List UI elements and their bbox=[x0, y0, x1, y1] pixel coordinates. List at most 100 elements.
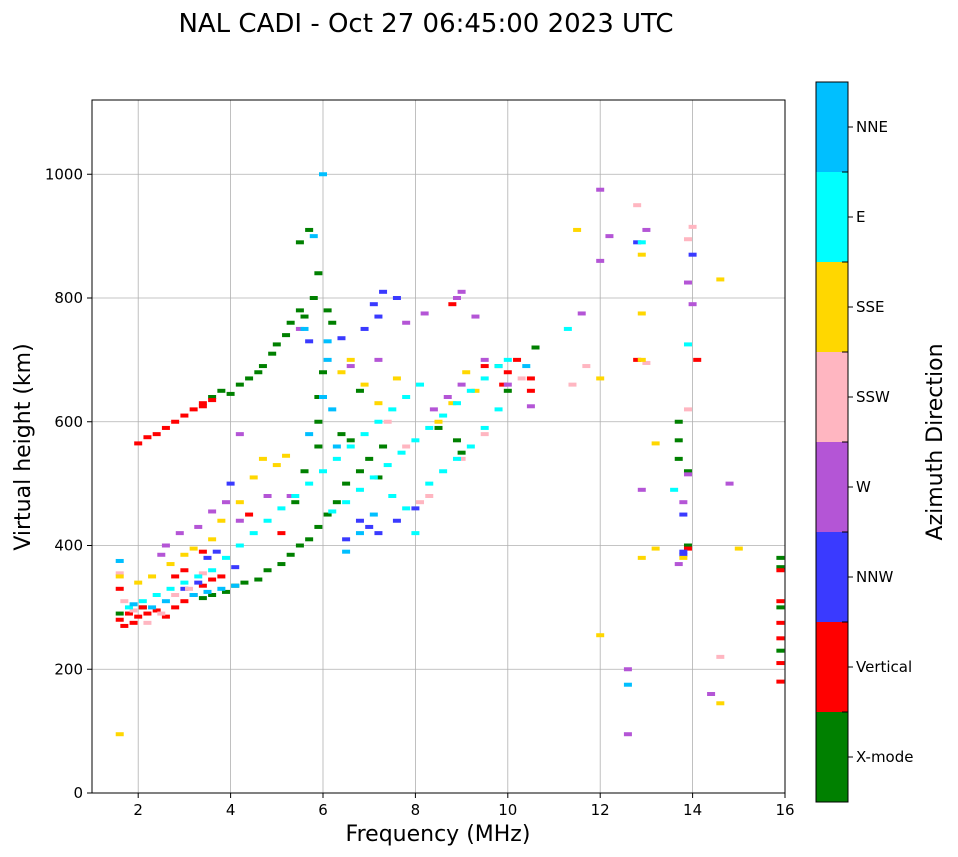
data-point bbox=[568, 382, 577, 387]
data-point bbox=[355, 388, 364, 393]
data-point bbox=[323, 512, 332, 517]
data-point bbox=[674, 456, 683, 461]
data-point bbox=[291, 494, 300, 498]
data-point bbox=[379, 444, 388, 449]
x-axis-label: Frequency (MHz) bbox=[346, 822, 531, 847]
data-point bbox=[277, 562, 286, 567]
data-point bbox=[342, 481, 351, 486]
data-point bbox=[305, 481, 314, 486]
data-point bbox=[115, 586, 124, 591]
data-point bbox=[457, 450, 466, 455]
data-point bbox=[425, 481, 434, 486]
data-point bbox=[776, 555, 785, 560]
y-tick-label: 1000 bbox=[45, 165, 83, 183]
data-point bbox=[503, 382, 512, 387]
data-point bbox=[337, 336, 346, 341]
series-nne bbox=[115, 172, 632, 687]
data-point bbox=[674, 438, 683, 443]
data-point bbox=[194, 524, 203, 529]
data-point bbox=[258, 456, 267, 461]
x-tick-label: 14 bbox=[683, 801, 702, 819]
data-point bbox=[596, 258, 605, 263]
data-point bbox=[623, 682, 632, 687]
data-point bbox=[332, 456, 341, 461]
colorbar-swatch bbox=[816, 82, 848, 172]
colorbar: X-mode Vertical NNW W SSW SSE E NNE bbox=[815, 81, 913, 803]
data-point bbox=[129, 608, 138, 613]
data-point bbox=[254, 577, 263, 582]
data-point bbox=[300, 326, 309, 331]
data-point bbox=[328, 407, 337, 412]
data-point bbox=[651, 441, 660, 446]
data-point bbox=[494, 364, 503, 369]
data-point bbox=[134, 441, 143, 446]
data-point bbox=[282, 453, 291, 458]
colorbar-tick-label: NNE bbox=[856, 118, 888, 136]
data-point bbox=[249, 475, 258, 480]
data-point bbox=[392, 376, 401, 381]
data-point bbox=[328, 320, 337, 325]
data-point bbox=[577, 311, 586, 316]
data-point bbox=[642, 360, 651, 365]
data-point bbox=[637, 252, 646, 257]
colorbar-tick-label: SSW bbox=[856, 388, 890, 406]
x-tick-label: 6 bbox=[318, 801, 328, 819]
data-point bbox=[245, 512, 254, 517]
data-point bbox=[637, 555, 646, 560]
data-point bbox=[683, 472, 692, 477]
data-point bbox=[189, 593, 198, 597]
data-point bbox=[203, 555, 212, 560]
y-tick-label: 400 bbox=[54, 537, 83, 555]
data-point bbox=[637, 357, 646, 362]
data-point bbox=[208, 593, 217, 597]
data-point bbox=[309, 296, 318, 300]
data-point bbox=[573, 227, 582, 232]
data-point bbox=[452, 456, 461, 461]
data-point bbox=[319, 172, 327, 177]
data-point bbox=[235, 518, 244, 523]
colorbar-swatch bbox=[816, 262, 848, 352]
data-point bbox=[374, 475, 383, 480]
data-point bbox=[295, 326, 304, 331]
data-point bbox=[226, 391, 235, 396]
data-point bbox=[134, 614, 143, 619]
data-point bbox=[526, 376, 535, 381]
data-point bbox=[402, 320, 411, 325]
data-point bbox=[637, 311, 646, 316]
data-point bbox=[171, 419, 180, 424]
data-point bbox=[309, 234, 318, 239]
data-point bbox=[776, 605, 785, 610]
data-point bbox=[679, 552, 688, 557]
data-point bbox=[180, 599, 189, 604]
data-point bbox=[425, 494, 434, 498]
data-point bbox=[466, 444, 475, 449]
data-point bbox=[642, 227, 651, 232]
colorbar-swatch bbox=[816, 712, 848, 802]
data-point bbox=[314, 271, 323, 276]
data-point bbox=[180, 568, 189, 573]
data-point bbox=[674, 562, 683, 567]
data-point bbox=[143, 435, 152, 440]
data-point bbox=[263, 518, 272, 523]
data-point bbox=[683, 342, 692, 347]
data-point bbox=[480, 364, 489, 369]
data-point bbox=[434, 425, 443, 430]
y-tick-label: 0 bbox=[73, 784, 83, 802]
data-point bbox=[217, 388, 226, 393]
data-point bbox=[425, 425, 434, 430]
data-point bbox=[452, 296, 461, 300]
data-point bbox=[397, 450, 406, 455]
x-tick-label: 16 bbox=[775, 801, 794, 819]
data-point bbox=[679, 512, 688, 517]
data-point bbox=[152, 432, 161, 437]
y-axis-label: Virtual height (km) bbox=[11, 343, 36, 550]
data-point bbox=[258, 364, 267, 369]
data-point bbox=[189, 407, 198, 412]
data-point bbox=[480, 376, 489, 381]
data-point bbox=[776, 565, 785, 570]
colorbar-tick-label: SSE bbox=[856, 298, 885, 316]
data-point bbox=[346, 444, 355, 449]
colorbar-frame bbox=[815, 81, 849, 803]
data-point bbox=[143, 620, 152, 625]
x-tick-label: 4 bbox=[226, 801, 236, 819]
